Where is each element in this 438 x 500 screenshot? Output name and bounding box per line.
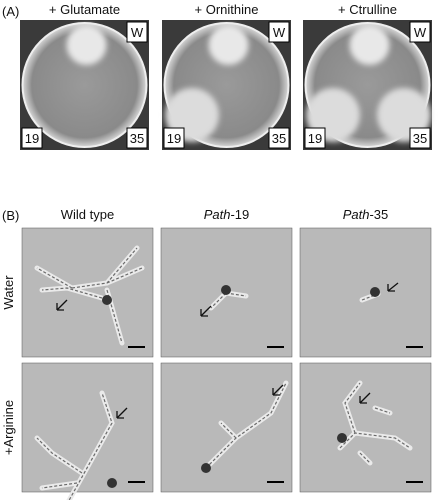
arrow — [116, 407, 128, 419]
hypha-edge — [339, 382, 411, 464]
plate-label: 35 — [130, 131, 144, 146]
colony — [66, 25, 107, 65]
label-box — [304, 127, 326, 149]
spore — [102, 295, 112, 305]
arrow-head — [200, 309, 208, 317]
arrow-head — [116, 411, 124, 419]
italic-text: Path — [204, 207, 231, 222]
panel-label: (A) — [2, 4, 19, 19]
spore — [201, 463, 211, 473]
plate-label: W — [414, 25, 427, 40]
spore — [221, 285, 231, 295]
hypha-edge — [205, 382, 287, 469]
colony — [208, 25, 249, 65]
spore — [370, 287, 380, 297]
micrograph — [299, 227, 432, 358]
italic-text: Path — [343, 207, 370, 222]
plate-label: 35 — [272, 131, 286, 146]
petri-dish — [21, 22, 148, 148]
plate-label: 35 — [413, 131, 427, 146]
label-box — [126, 127, 148, 149]
plate-label: 19 — [167, 131, 181, 146]
plate-label: W — [273, 25, 286, 40]
row-label: Water — [1, 275, 16, 310]
panel-label: (B) — [2, 208, 19, 223]
colony — [349, 25, 390, 65]
column-title: + Glutamate — [49, 2, 120, 17]
label-box — [163, 127, 185, 149]
hypha-edge — [210, 292, 247, 309]
hypha-edge — [36, 247, 143, 344]
hypha-edge — [361, 293, 379, 301]
arrow-head — [359, 396, 367, 404]
arrow — [272, 384, 284, 396]
label-box — [409, 127, 431, 149]
arrow — [56, 299, 68, 311]
column-title: + Ctrulline — [338, 2, 397, 17]
label-box — [268, 21, 290, 43]
micrograph — [21, 362, 154, 493]
plate-label: 19 — [25, 131, 39, 146]
micrograph — [299, 362, 432, 493]
column-title: + Ornithine — [195, 2, 259, 17]
plate-label: 19 — [308, 131, 322, 146]
spore — [337, 433, 347, 443]
arrow-head — [56, 303, 64, 311]
arrow — [200, 305, 212, 317]
label-box — [21, 127, 43, 149]
label-box — [409, 21, 431, 43]
arrow-head — [387, 284, 395, 292]
title-text: -19 — [230, 207, 249, 222]
column-title: Wild type — [61, 207, 114, 222]
arrow — [359, 392, 371, 404]
label-box — [268, 127, 290, 149]
arrow — [387, 282, 399, 292]
label-box — [126, 21, 148, 43]
title-text: Wild type — [61, 207, 114, 222]
spore — [107, 478, 117, 488]
column-title: Path-35 — [343, 207, 389, 222]
arrow-head — [272, 388, 280, 396]
plate-label: W — [131, 25, 144, 40]
hypha-edge — [36, 392, 113, 500]
column-title: Path-19 — [204, 207, 250, 222]
title-text: -35 — [369, 207, 388, 222]
row-label: +Arginine — [1, 400, 16, 455]
